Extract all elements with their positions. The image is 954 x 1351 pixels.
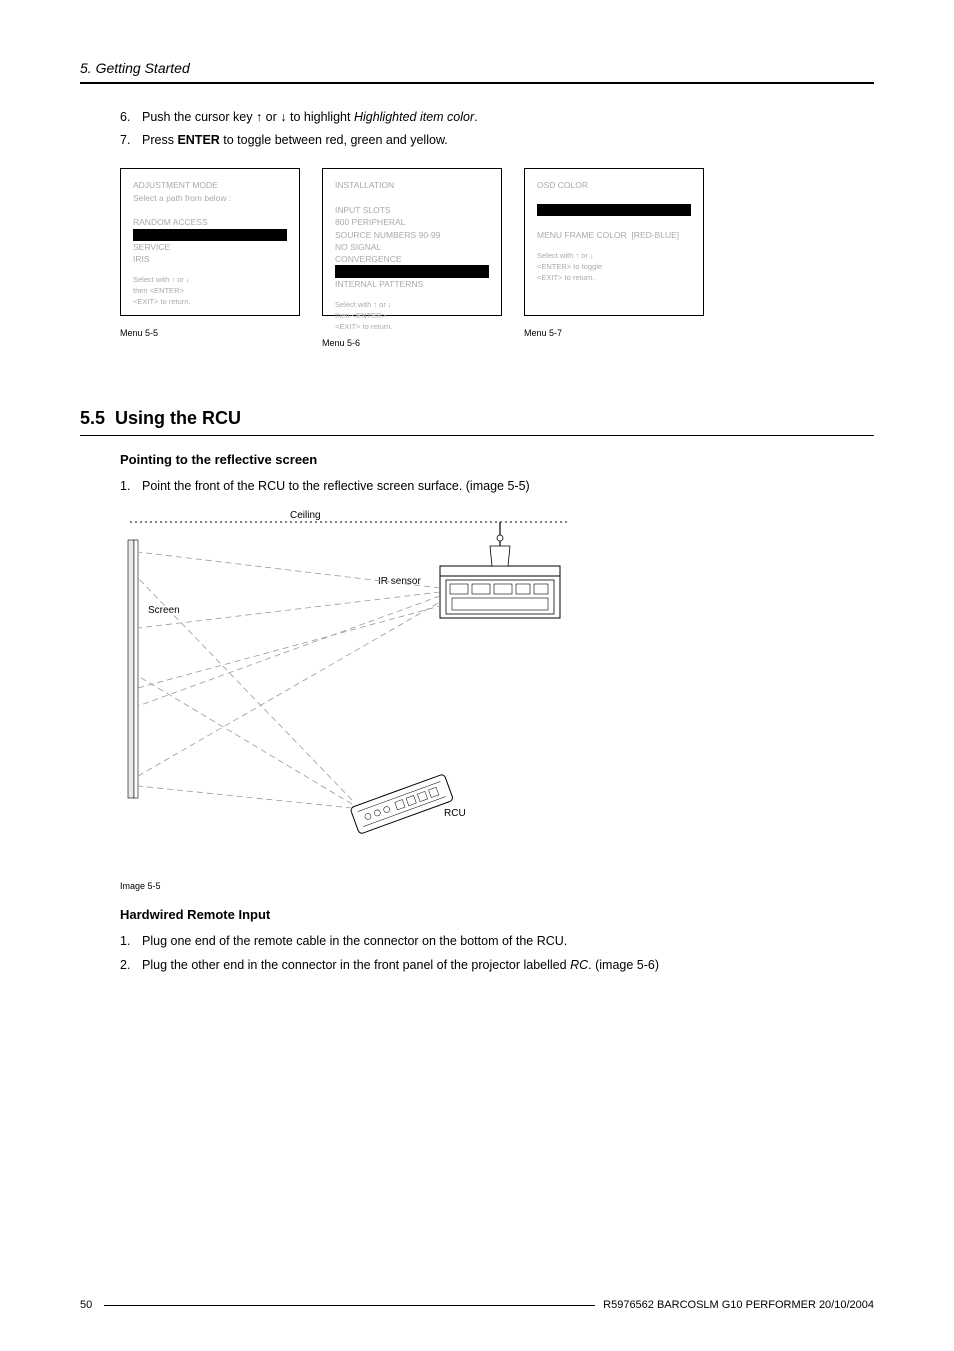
step-body: Plug the other end in the connector in t… bbox=[142, 954, 659, 977]
diagram-5-5: Ceiling Screen IR sensor bbox=[120, 508, 580, 873]
menu-5-6: INSTALLATION INPUT SLOTS800 PERIPHERALSO… bbox=[322, 168, 502, 348]
step-body: Push the cursor key ↑ or ↓ to highlight … bbox=[142, 106, 478, 129]
menu-caption: Menu 5-6 bbox=[322, 338, 502, 348]
menu-5-7: OSD COLOR HIGHLIGHTED ITEM COLOR [RED] M… bbox=[524, 168, 704, 338]
menu-box: OSD COLOR HIGHLIGHTED ITEM COLOR [RED] M… bbox=[524, 168, 704, 316]
chapter-header: 5. Getting Started bbox=[80, 60, 874, 76]
subhead-hardwired: Hardwired Remote Input bbox=[120, 907, 874, 922]
menu-caption: Menu 5-5 bbox=[120, 328, 300, 338]
page-footer: 50 R5976562 BARCOSLM G10 PERFORMER 20/10… bbox=[80, 1299, 874, 1311]
step-num: 6. bbox=[120, 106, 142, 129]
step-num: 1. bbox=[120, 930, 142, 953]
step-num: 7. bbox=[120, 129, 142, 152]
step-num: 1. bbox=[120, 475, 142, 498]
header-rule bbox=[80, 82, 874, 84]
projector bbox=[440, 522, 560, 618]
top-steps: 6. Push the cursor key ↑ or ↓ to highlig… bbox=[80, 106, 874, 152]
sub2-steps: 1. Plug one end of the remote cable in t… bbox=[80, 930, 874, 976]
step-num: 2. bbox=[120, 954, 142, 977]
diagram-caption: Image 5-5 bbox=[120, 881, 874, 891]
sub1-step-1: 1. Point the front of the RCU to the ref… bbox=[120, 475, 874, 498]
menu-box: ADJUSTMENT MODESelect a path from below … bbox=[120, 168, 300, 316]
label-ceiling: Ceiling bbox=[290, 510, 321, 521]
step-body: Point the front of the RCU to the reflec… bbox=[142, 475, 530, 498]
rcu bbox=[350, 774, 454, 835]
diagram-svg: Ceiling Screen IR sensor bbox=[120, 508, 580, 868]
step-body: Plug one end of the remote cable in the … bbox=[142, 930, 567, 953]
label-rcu: RCU bbox=[444, 808, 466, 819]
menu-caption: Menu 5-7 bbox=[524, 328, 704, 338]
section-heading: 5.5 Using the RCU bbox=[80, 408, 874, 429]
menu-box: INSTALLATION INPUT SLOTS800 PERIPHERALSO… bbox=[322, 168, 502, 316]
section-rule bbox=[80, 435, 874, 436]
sub2-step-1: 1. Plug one end of the remote cable in t… bbox=[120, 930, 874, 953]
footer-rule bbox=[104, 1305, 595, 1306]
sub1-steps: 1. Point the front of the RCU to the ref… bbox=[80, 475, 874, 498]
step-7: 7. Press ENTER to toggle between red, gr… bbox=[120, 129, 874, 152]
footer-text: R5976562 BARCOSLM G10 PERFORMER 20/10/20… bbox=[603, 1299, 874, 1311]
step-body: Press ENTER to toggle between red, green… bbox=[142, 129, 448, 152]
menu-5-5: ADJUSTMENT MODESelect a path from below … bbox=[120, 168, 300, 338]
step-6: 6. Push the cursor key ↑ or ↓ to highlig… bbox=[120, 106, 874, 129]
subhead-pointing: Pointing to the reflective screen bbox=[120, 452, 874, 467]
menus-row: ADJUSTMENT MODESelect a path from below … bbox=[120, 168, 874, 348]
sub2-step-2: 2. Plug the other end in the connector i… bbox=[120, 954, 874, 977]
page-number: 50 bbox=[80, 1299, 92, 1311]
label-screen: Screen bbox=[148, 605, 180, 616]
